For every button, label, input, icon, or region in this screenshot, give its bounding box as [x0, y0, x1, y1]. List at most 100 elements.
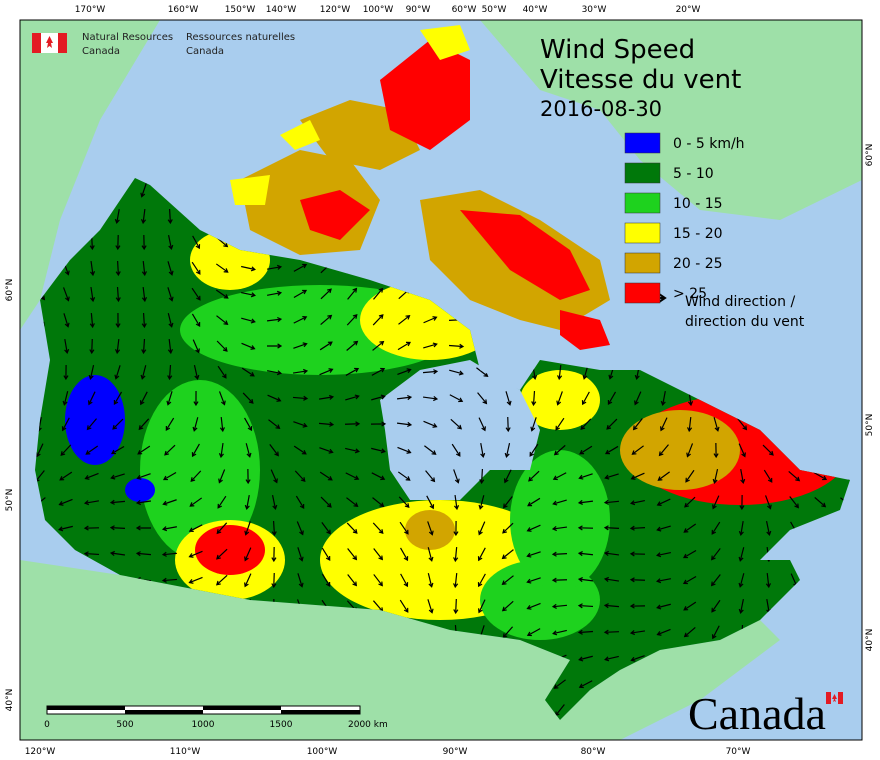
- greenland: [480, 20, 862, 220]
- canada-wordmark: Canada: [688, 688, 826, 739]
- wind-arrow: [629, 551, 646, 557]
- wind-arrow: [244, 495, 250, 511]
- wind-arrow: [135, 551, 152, 557]
- wind-arrow: [631, 445, 644, 455]
- org-en: Canada: [82, 46, 120, 57]
- legend: Wind direction / direction du vent 0 - 5…: [624, 132, 805, 330]
- wind-arrow: [687, 416, 693, 433]
- wind-arrow: [526, 602, 541, 610]
- wind-arrow: [477, 547, 486, 562]
- wind-arrow: [503, 469, 512, 484]
- wind-arrow: [603, 525, 620, 531]
- wind-arrow: [371, 472, 386, 481]
- wind-arrow: [88, 365, 95, 380]
- wind-arrow: [372, 314, 384, 326]
- wind-arrow: [241, 317, 256, 324]
- wind-arrow: [634, 391, 642, 406]
- lon-label: 60°W: [452, 5, 477, 15]
- wind-arrow: [577, 525, 594, 531]
- wind-arrow: [89, 338, 95, 355]
- wind-arrow: [711, 521, 721, 535]
- wind-arrow: [526, 551, 541, 558]
- wind-arrow: [577, 629, 594, 635]
- wind-arrow: [345, 472, 360, 481]
- scale-label: 2000 km: [348, 720, 388, 730]
- wind-arrow: [423, 420, 438, 428]
- wind-arrow: [552, 499, 567, 506]
- wind-arrow: [453, 520, 459, 537]
- scale-label: 500: [116, 720, 133, 730]
- wind-arrow: [425, 470, 436, 483]
- wind-arrow: [660, 391, 666, 407]
- wind-arrow: [346, 497, 359, 508]
- wind-arrow: [397, 446, 412, 454]
- zone: [510, 450, 610, 590]
- wind-arrow: [219, 416, 225, 433]
- wind-arrow: [813, 472, 828, 481]
- wind-arrow: [216, 340, 228, 352]
- hudson-bay: [380, 360, 540, 500]
- wind-arrow: [449, 369, 464, 376]
- wind-arrow: [192, 339, 200, 354]
- wind-arrow: [478, 599, 486, 614]
- wind-arrow: [110, 473, 125, 480]
- wind-arrow: [371, 367, 386, 376]
- wind-arrow: [139, 391, 148, 406]
- wind-arrow: [297, 547, 304, 562]
- wind-arrow: [552, 629, 567, 636]
- zone: [195, 525, 265, 575]
- lat-label: 50°N: [5, 489, 15, 512]
- wind-arrow: [63, 364, 69, 381]
- date: 2016-08-30: [540, 97, 662, 121]
- org-en: Natural Resources: [82, 32, 173, 43]
- wind-arrow: [62, 287, 70, 302]
- wind-arrow: [629, 603, 646, 609]
- wind-arrow: [215, 574, 228, 586]
- wind-arrow: [137, 445, 151, 455]
- scale-label: 1500: [270, 720, 293, 730]
- lon-label: 160°W: [168, 5, 199, 15]
- wind-arrow: [738, 599, 744, 614]
- wind-arrow: [320, 314, 333, 325]
- legend-swatch: [624, 162, 661, 184]
- wind-arrow: [321, 573, 331, 587]
- wind-arrow: [114, 209, 120, 225]
- wind-arrow: [396, 421, 413, 428]
- wind-arrow: [814, 496, 827, 508]
- wind-arrow: [167, 338, 174, 355]
- wind-arrow: [162, 499, 177, 506]
- wind-arrow: [218, 442, 224, 459]
- wind-arrow: [141, 234, 147, 251]
- wind-arrow: [89, 312, 95, 329]
- wind-arrow: [90, 286, 96, 303]
- wind-arrow: [270, 469, 278, 484]
- wind-arrow: [218, 391, 226, 406]
- wind-arrow: [321, 547, 331, 561]
- wind-arrow: [86, 418, 97, 431]
- wind-arrow: [502, 496, 513, 509]
- wind-arrow: [373, 287, 384, 300]
- wind-arrow: [682, 549, 697, 559]
- wind-arrow: [372, 522, 384, 534]
- wind-arrow: [738, 520, 744, 537]
- wind-arrow: [683, 601, 697, 611]
- wind-arrow: [788, 470, 801, 482]
- wind-arrow: [478, 495, 485, 510]
- lon-label: 90°W: [406, 5, 431, 15]
- alaska: [20, 20, 160, 330]
- wind-arrow: [526, 577, 541, 584]
- wind-arrow: [372, 497, 385, 508]
- wind-arrow: [531, 390, 537, 407]
- arctic-island: [230, 175, 270, 205]
- wind-arrow: [115, 286, 121, 303]
- wind-arrow: [345, 394, 360, 401]
- wind-arrow: [167, 235, 174, 250]
- wind-arrow: [426, 495, 435, 510]
- lon-label: 90°W: [443, 747, 468, 757]
- wind-arrow: [192, 417, 199, 432]
- wind-arrow: [581, 391, 590, 406]
- wind-arrow: [241, 265, 256, 272]
- wind-arrow: [578, 473, 593, 480]
- wind-arrow: [373, 574, 383, 587]
